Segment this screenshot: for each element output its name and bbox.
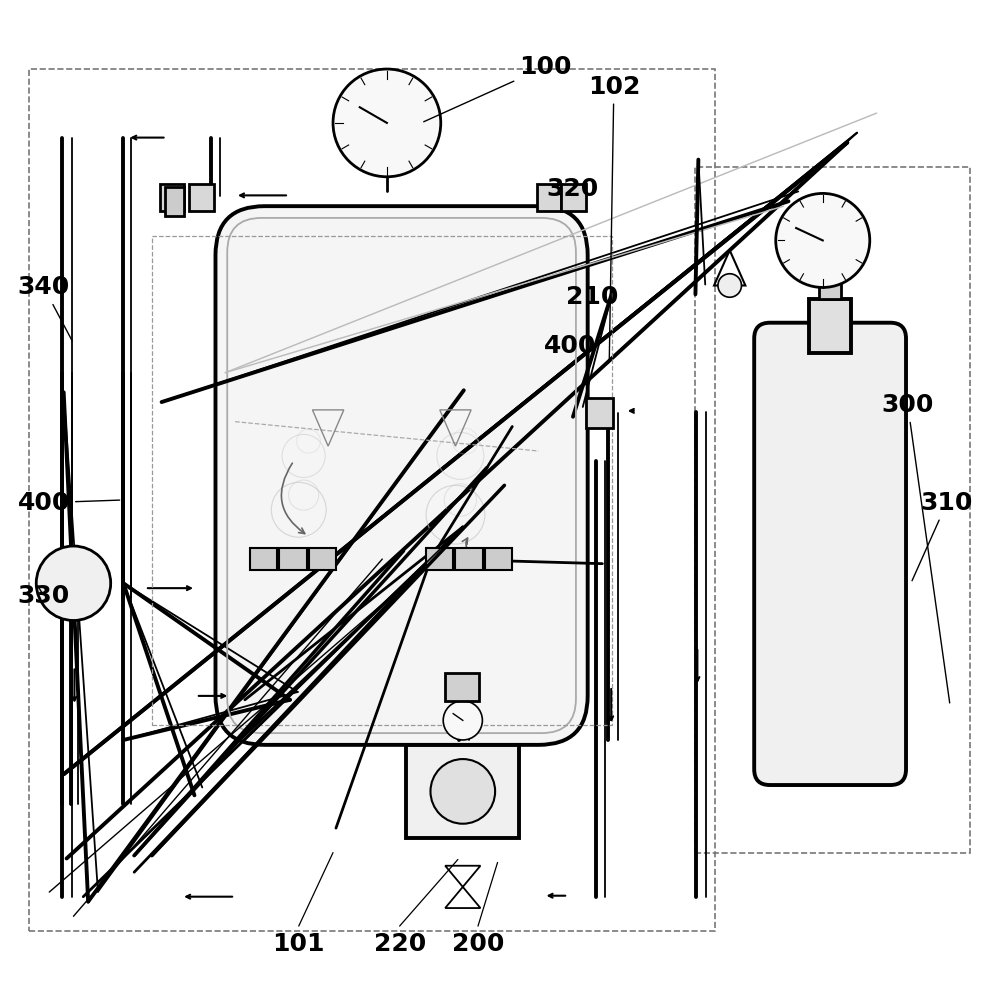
FancyBboxPatch shape xyxy=(754,323,906,785)
Bar xyxy=(165,187,184,216)
Bar xyxy=(695,167,969,853)
Bar xyxy=(561,184,586,211)
Bar xyxy=(309,548,336,570)
Circle shape xyxy=(36,546,110,620)
Bar xyxy=(160,184,184,211)
Text: 400: 400 xyxy=(18,491,119,515)
Bar xyxy=(456,548,483,570)
Bar xyxy=(536,184,561,211)
Text: 330: 330 xyxy=(18,584,70,608)
Bar xyxy=(586,398,613,428)
Bar xyxy=(189,184,214,211)
FancyBboxPatch shape xyxy=(216,206,588,745)
Bar xyxy=(819,282,841,299)
Bar xyxy=(152,236,612,725)
Circle shape xyxy=(333,69,441,177)
Text: 200: 200 xyxy=(452,932,504,956)
Text: 320: 320 xyxy=(546,177,599,201)
Bar xyxy=(30,69,715,931)
Bar xyxy=(249,548,277,570)
Text: 210: 210 xyxy=(566,285,618,309)
Bar xyxy=(485,548,513,570)
Text: 310: 310 xyxy=(912,491,973,581)
Bar xyxy=(809,299,851,353)
Circle shape xyxy=(431,759,495,824)
Circle shape xyxy=(776,193,870,287)
Bar xyxy=(426,548,454,570)
Bar xyxy=(445,673,479,701)
Circle shape xyxy=(444,701,482,740)
Text: 400: 400 xyxy=(543,334,596,358)
Text: 300: 300 xyxy=(881,393,950,703)
Text: 340: 340 xyxy=(18,275,72,341)
Bar xyxy=(406,745,519,838)
Text: 220: 220 xyxy=(374,932,426,956)
Text: 101: 101 xyxy=(272,932,325,956)
Text: 102: 102 xyxy=(588,75,640,360)
Bar xyxy=(279,548,307,570)
Text: 100: 100 xyxy=(424,55,572,122)
Circle shape xyxy=(718,274,741,297)
